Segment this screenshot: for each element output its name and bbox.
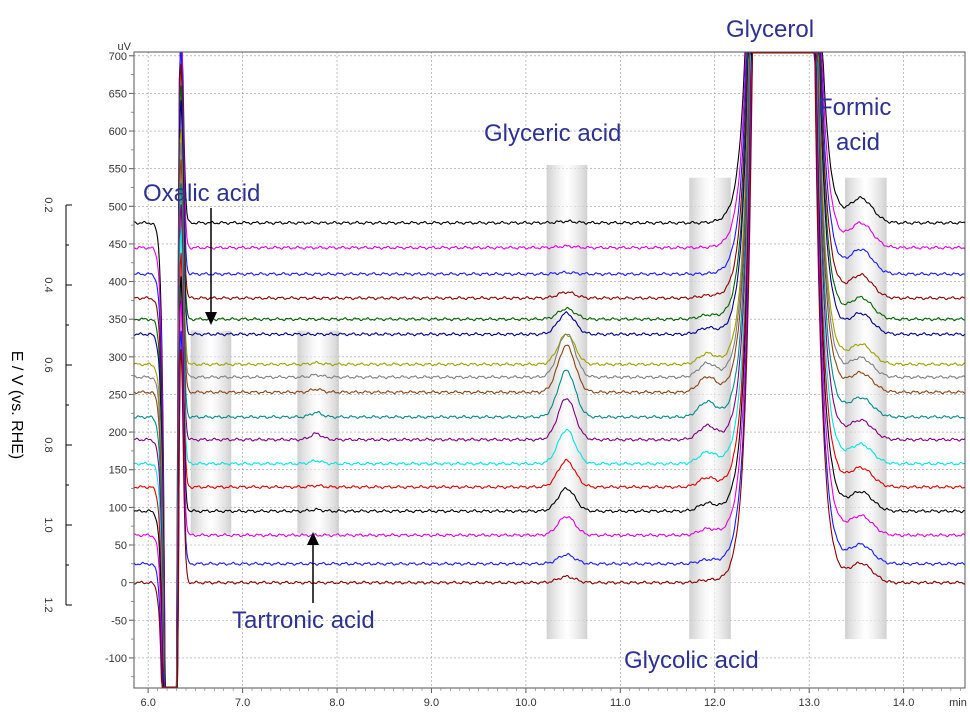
series-trace-0.7 xyxy=(133,52,966,688)
y-tick-label: 200 xyxy=(109,427,127,439)
series-trace-0.85 xyxy=(133,52,966,688)
series-trace-1 xyxy=(133,52,966,688)
y-tick-label: -50 xyxy=(111,615,127,627)
y-tick-label: 700 xyxy=(109,51,127,63)
series-trace-0.8 xyxy=(133,52,966,688)
formic-band xyxy=(845,177,887,640)
x-tick-label: 7.0 xyxy=(235,697,250,709)
y-tick-label: 450 xyxy=(109,239,127,251)
y-tick-label: 50 xyxy=(115,540,127,552)
y-tick-label: 400 xyxy=(109,277,127,289)
x-tick-label: 13.0 xyxy=(798,697,819,709)
potential-axis: 0.2 0.4 0.6 0.8 1.0 1.2 E / V (vs. RHE) xyxy=(8,197,72,613)
x-tick-label: 12.0 xyxy=(704,697,725,709)
y-tick-label: 550 xyxy=(109,164,127,176)
series-trace-0.75 xyxy=(134,52,966,688)
series-layer xyxy=(133,52,966,688)
y-tick-label: 250 xyxy=(109,389,127,401)
series-trace-0.55 xyxy=(133,52,966,688)
series-trace-0.3 xyxy=(133,52,965,688)
y-tick-label: 300 xyxy=(109,352,127,364)
y-tick-label: 650 xyxy=(109,88,127,100)
series-trace-0.45 xyxy=(133,52,966,688)
series-trace-0.35 xyxy=(133,52,966,688)
glycolic-acid-label: Glycolic acid xyxy=(624,647,759,674)
y-tick-label: 500 xyxy=(109,201,127,213)
oxalic-acid-arrowhead xyxy=(205,312,217,325)
x-tick-label: 6.0 xyxy=(141,697,156,709)
potential-tick-label: 0.2 xyxy=(42,197,54,212)
formic-acid-label-line2: acid xyxy=(836,129,880,156)
series-trace-0.65 xyxy=(133,52,966,688)
potential-tick-label: 1.0 xyxy=(42,517,54,532)
glycerol-label: Glycerol xyxy=(726,16,814,43)
glyceric-acid-label: Glyceric acid xyxy=(484,120,621,147)
tartronic-band xyxy=(297,330,339,534)
x-unit-label: min xyxy=(949,697,967,709)
x-tick-label: 9.0 xyxy=(424,697,439,709)
y-tick-label: 150 xyxy=(109,465,127,477)
potential-tick-label: 1.2 xyxy=(42,597,54,612)
series-trace-0.9 xyxy=(134,52,966,688)
series-trace-0.5 xyxy=(133,52,966,688)
potential-axis-title: E / V (vs. RHE) xyxy=(8,351,25,459)
y-tick-label: 350 xyxy=(109,314,127,326)
tartronic-acid-arrowhead xyxy=(307,532,319,545)
x-tick-label: 14.0 xyxy=(893,697,914,709)
series-trace-0.95 xyxy=(133,52,966,688)
y-tick-label: 0 xyxy=(121,578,127,590)
plot-frame xyxy=(133,51,966,689)
potential-tick-label: 0.6 xyxy=(42,357,54,372)
annotation-layer: Glycerol Glyceric acid Formic acid Oxali… xyxy=(143,16,891,674)
series-trace-0.2 xyxy=(133,52,966,688)
glyceric-band xyxy=(546,164,588,640)
series-trace-0.4 xyxy=(133,52,966,688)
series-trace-0.6 xyxy=(133,52,966,688)
oxalic-band xyxy=(190,330,232,534)
y-tick-label: -100 xyxy=(105,653,127,665)
series-trace-0.25 xyxy=(133,52,966,688)
formic-acid-label-line1: Formic xyxy=(818,94,891,121)
y-unit-label: uV xyxy=(118,41,132,53)
oxalic-acid-label: Oxalic acid xyxy=(143,180,260,207)
y-tick-label: 600 xyxy=(109,126,127,138)
potential-tick-label: 0.4 xyxy=(42,277,54,292)
potential-tick-label: 0.8 xyxy=(42,437,54,452)
peak-band-layer xyxy=(190,164,887,640)
axis-layer: -100 -50 0 50 100 150 200 250 300 350 400 450 500 550… xyxy=(105,41,967,709)
y-tick-label: 100 xyxy=(109,502,127,514)
x-tick-label: 10.0 xyxy=(515,697,536,709)
x-tick-label: 11.0 xyxy=(610,697,631,709)
tartronic-acid-label: Tartronic acid xyxy=(232,607,375,634)
x-tick-label: 8.0 xyxy=(329,697,344,709)
